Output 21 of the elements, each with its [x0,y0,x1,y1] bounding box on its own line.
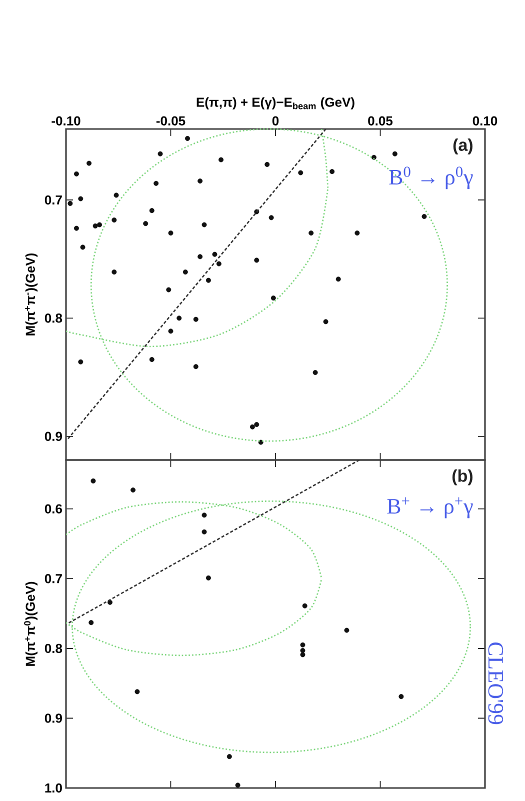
y-axis-title: M(π$^{+}$π$^{0}$)(GeV) [24,582,38,666]
annotation: (b) [452,469,472,486]
x-axis-title: E(π,π) + E(γ)−E$_{beam}$ (GeV) [196,97,354,110]
y-tick-label: 0.7 [44,195,62,205]
y-axis-title: M(π$^{+}$π$^{-}$)(GeV) [25,253,38,336]
y-tick-label: 0.7 [44,574,62,584]
x-tick-label: 0 [272,116,279,126]
annotation: (a) [453,138,472,154]
x-tick-label: 0.10 [472,116,498,126]
annotation: B$^{0}$ → ρ$^{0}$γ [389,166,473,190]
y-tick-label: 0.9 [44,714,62,723]
x-tick-label: -0.10 [52,116,80,126]
annotation: B$^{+}$ → ρ$^{+}$γ [387,497,473,518]
text: CLEO'99 [488,642,504,724]
x-tick-label: 0.05 [368,116,393,126]
y-tick-label: 0.6 [44,504,62,514]
x-tick-label: -0.05 [156,116,186,126]
y-tick-label: 0.9 [44,432,62,441]
y-tick-label: 0.8 [44,644,62,654]
y-tick-label: 1.0 [45,783,62,793]
y-tick-label: 0.8 [44,314,62,323]
